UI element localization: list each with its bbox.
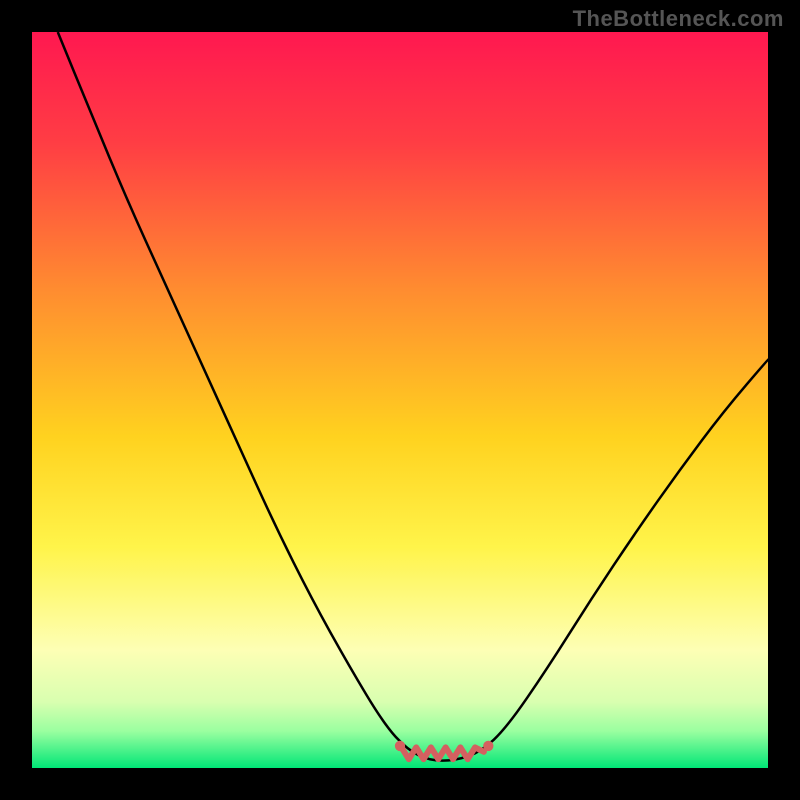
- plot-background: [32, 32, 768, 768]
- squiggle-cap: [395, 741, 405, 751]
- plot-area: [32, 32, 768, 768]
- chart-frame: TheBottleneck.com: [0, 0, 800, 800]
- watermark-text: TheBottleneck.com: [573, 6, 784, 32]
- squiggle-cap: [483, 741, 493, 751]
- chart-svg: [32, 32, 768, 768]
